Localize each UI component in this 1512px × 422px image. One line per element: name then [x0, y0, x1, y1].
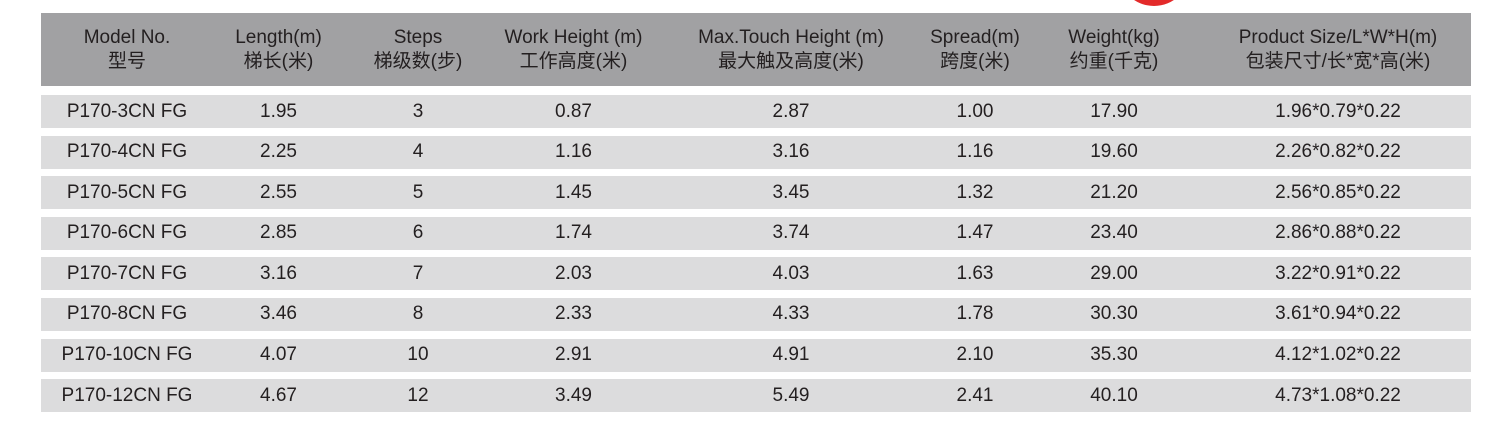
table-header: Model No. 型号 Length(m) 梯长(米) Steps 梯级数(步) Work… — [41, 13, 1471, 86]
cell-product-size: 4.73*1.08*0.22 — [1275, 384, 1401, 406]
header-spread-en: Spread(m) — [930, 26, 1020, 48]
cell-model: P170-10CN FG — [61, 344, 193, 366]
cell-steps: 6 — [412, 222, 424, 244]
cell-product-size: 1.96*0.79*0.22 — [1275, 100, 1401, 122]
header-weight: Weight(kg) 约重(千克) — [1023, 13, 1205, 86]
cell-weight: 21.20 — [1090, 181, 1138, 203]
cell-weight: 30.30 — [1090, 303, 1138, 325]
cell-steps: 3 — [412, 100, 424, 122]
cell-weight: 29.00 — [1090, 262, 1138, 284]
cell-spread: 1.78 — [956, 303, 994, 325]
cell-model: P170-8CN FG — [66, 303, 188, 325]
cell-length: 2.85 — [260, 222, 297, 244]
cell-work-height: 2.91 — [555, 344, 592, 366]
header-work-height-en: Work Height (m) — [504, 26, 643, 48]
cell-length: 3.16 — [260, 262, 297, 284]
cell-weight: 23.40 — [1090, 222, 1138, 244]
header-length-en: Length(m) — [235, 26, 322, 48]
cell-max-touch-height: 5.49 — [772, 384, 810, 406]
cell-spread: 1.32 — [956, 181, 994, 203]
cell-work-height: 1.74 — [555, 222, 592, 244]
cell-length: 2.55 — [260, 181, 297, 203]
cell-steps: 7 — [412, 262, 424, 284]
cell-work-height: 3.49 — [555, 384, 592, 406]
cell-spread: 1.47 — [956, 222, 994, 244]
cell-model: P170-3CN FG — [66, 100, 188, 122]
cell-work-height: 1.45 — [555, 181, 592, 203]
cell-steps: 8 — [412, 303, 424, 325]
table-row: P170-4CN FG 2.25 4 1.16 3.16 1.16 19.60 2.26*0.… — [41, 135, 1471, 169]
header-steps-zh: 梯级数(步) — [373, 50, 463, 72]
header-spread-zh: 跨度(米) — [940, 50, 1010, 72]
cell-weight: 40.10 — [1090, 384, 1138, 406]
cell-length: 2.25 — [260, 141, 297, 163]
cell-product-size: 2.86*0.88*0.22 — [1275, 222, 1401, 244]
header-steps: Steps 梯级数(步) — [344, 13, 492, 86]
cell-steps: 12 — [407, 384, 429, 406]
cell-model: P170-7CN FG — [66, 262, 188, 284]
cell-steps: 4 — [412, 141, 424, 163]
cell-spread: 2.10 — [956, 344, 994, 366]
spec-table: Model No. 型号 Length(m) 梯长(米) Steps 梯级数(步) Work… — [41, 13, 1471, 413]
cell-weight: 19.60 — [1090, 141, 1138, 163]
header-max-touch-height-zh: 最大触及高度(米) — [718, 50, 864, 72]
cell-max-touch-height: 3.16 — [772, 141, 810, 163]
cell-spread: 2.41 — [956, 384, 994, 406]
cell-max-touch-height: 4.33 — [772, 303, 810, 325]
header-max-touch-height-en: Max.Touch Height (m) — [698, 26, 884, 48]
header-work-height: Work Height (m) 工作高度(米) — [492, 13, 655, 86]
cell-product-size: 4.12*1.02*0.22 — [1275, 344, 1401, 366]
cell-steps: 10 — [407, 344, 429, 366]
cell-weight: 17.90 — [1090, 100, 1138, 122]
table-row: P170-6CN FG 2.85 6 1.74 3.74 1.47 23.40 2.86*0.… — [41, 216, 1471, 250]
header-model: Model No. 型号 — [41, 13, 213, 86]
cell-spread: 1.63 — [956, 262, 994, 284]
cell-max-touch-height: 3.45 — [772, 181, 810, 203]
red-badge-decoration — [1118, 0, 1190, 6]
header-work-height-zh: 工作高度(米) — [519, 50, 628, 72]
cell-spread: 1.00 — [956, 100, 994, 122]
cell-work-height: 2.03 — [555, 262, 592, 284]
cell-product-size: 2.26*0.82*0.22 — [1275, 141, 1401, 163]
cell-max-touch-height: 2.87 — [772, 100, 810, 122]
header-product-size: Product Size/L*W*H(m) 包装尺寸/长*宽*高(米) — [1205, 13, 1471, 86]
cell-work-height: 2.33 — [555, 303, 592, 325]
table-row: P170-7CN FG 3.16 7 2.03 4.03 1.63 29.00 3.22*0.… — [41, 257, 1471, 291]
cell-model: P170-12CN FG — [61, 384, 193, 406]
table-row: P170-3CN FG 1.95 3 0.87 2.87 1.00 17.90 1.96*0.… — [41, 95, 1471, 128]
header-length-zh: 梯长(米) — [243, 50, 314, 72]
header-weight-en: Weight(kg) — [1068, 26, 1160, 48]
table-row: P170-5CN FG 2.55 5 1.45 3.45 1.32 21.20 2.56*0.… — [41, 176, 1471, 210]
header-model-en: Model No. — [83, 26, 171, 48]
header-product-size-en: Product Size/L*W*H(m) — [1238, 26, 1438, 48]
cell-weight: 35.30 — [1090, 344, 1138, 366]
cell-product-size: 2.56*0.85*0.22 — [1275, 181, 1401, 203]
cell-model: P170-4CN FG — [66, 141, 188, 163]
header-max-touch-height: Max.Touch Height (m) 最大触及高度(米) — [655, 13, 927, 86]
table-row: P170-8CN FG 3.46 8 2.33 4.33 1.78 30.30 3.61*0.… — [41, 297, 1471, 331]
header-product-size-zh: 包装尺寸/长*宽*高(米) — [1245, 50, 1431, 72]
table-row: P170-10CN FG 4.07 10 2.91 4.91 2.10 35.30 4.12*… — [41, 338, 1471, 372]
header-weight-zh: 约重(千克) — [1069, 50, 1159, 72]
header-model-zh: 型号 — [107, 50, 146, 72]
cell-product-size: 3.22*0.91*0.22 — [1275, 262, 1401, 284]
table-row: P170-12CN FG 4.67 12 3.49 5.49 2.41 40.10 4.73*… — [41, 379, 1471, 413]
cell-product-size: 3.61*0.94*0.22 — [1275, 303, 1401, 325]
cell-length: 1.95 — [260, 100, 297, 122]
cell-spread: 1.16 — [956, 141, 994, 163]
header-spread: Spread(m) 跨度(米) — [927, 13, 1023, 86]
cell-length: 4.07 — [260, 344, 297, 366]
cell-max-touch-height: 4.03 — [772, 262, 810, 284]
cell-max-touch-height: 3.74 — [772, 222, 810, 244]
cell-length: 4.67 — [260, 384, 297, 406]
cell-model: P170-6CN FG — [66, 222, 188, 244]
cell-work-height: 0.87 — [555, 100, 592, 122]
cell-max-touch-height: 4.91 — [772, 344, 810, 366]
cell-work-height: 1.16 — [555, 141, 592, 163]
cell-model: P170-5CN FG — [66, 181, 188, 203]
header-steps-en: Steps — [393, 26, 443, 48]
cell-length: 3.46 — [260, 303, 297, 325]
header-length: Length(m) 梯长(米) — [213, 13, 344, 86]
cell-steps: 5 — [412, 181, 424, 203]
